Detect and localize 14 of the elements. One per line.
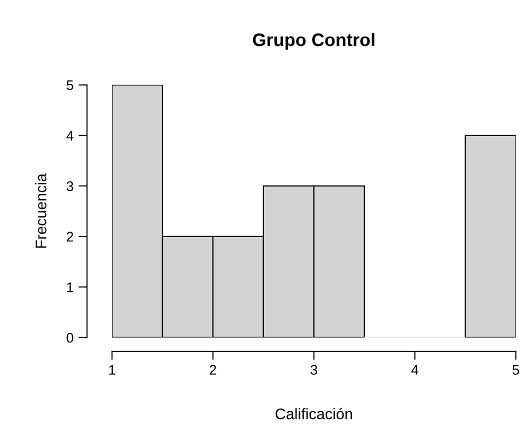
x-tick-label: 2 [210, 364, 216, 375]
y-tick-label: 1 [67, 282, 74, 292]
y-tick-label: 0 [66, 332, 74, 343]
chart-title: Grupo Control [252, 32, 374, 50]
y-tick-label: 3 [66, 181, 74, 192]
x-tick-label: 3 [310, 364, 318, 375]
x-axis-title: Calificación [276, 408, 352, 420]
y-tick-label: 2 [66, 232, 74, 242]
x-tick-label: 4 [411, 365, 418, 375]
y-tick-label: 4 [66, 130, 74, 140]
x-tick-label: 1 [109, 365, 116, 375]
y-tick-label: 5 [66, 80, 74, 90]
x-tick-label: 5 [512, 365, 520, 375]
y-axis-title: Frecuencia [35, 173, 46, 248]
